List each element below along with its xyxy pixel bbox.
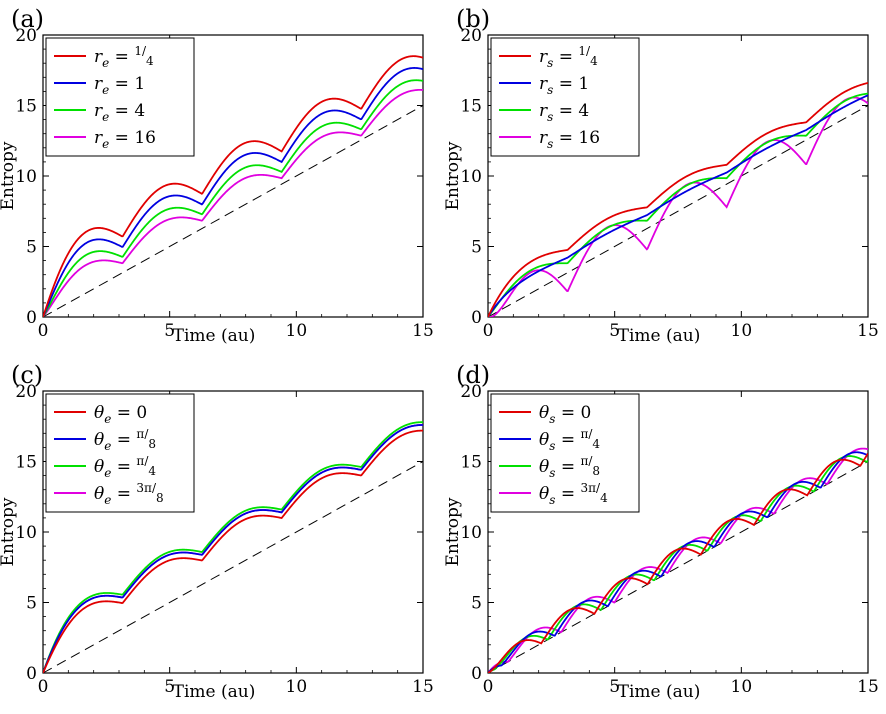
legend-label: θs = 0	[539, 403, 591, 426]
x-tick-label: 10	[286, 321, 308, 341]
series-line	[488, 94, 868, 317]
panel-label: (d)	[456, 361, 490, 389]
legend-label: re = 1	[94, 74, 145, 97]
x-axis-label: Time (au)	[618, 326, 701, 346]
y-tick-label: 10	[15, 167, 37, 187]
y-tick-label: 0	[26, 664, 37, 684]
legend-label: θs = π/4	[539, 427, 600, 453]
x-axis-label: Time (au)	[173, 682, 256, 702]
x-tick-label: 5	[609, 677, 620, 697]
y-tick-label: 15	[15, 97, 37, 117]
series-line	[488, 451, 868, 673]
legend-label: θe = 0	[94, 403, 147, 426]
y-tick-label: 5	[471, 594, 482, 614]
legend-label: re = 1/4	[94, 44, 154, 70]
legend-label: θe = 3π/8	[94, 481, 164, 507]
panel-a: 0 5 10 15 0 5 10 15 20 Time (au) Entropy (a) re = 1/…	[0, 5, 434, 346]
y-axis-label: Entropy	[443, 141, 463, 210]
legend-label: θe = π/8	[94, 427, 156, 453]
panel-b: 0 5 10 15 0 5 10 15 20 Time (au) Entropy (b) rs = 1/…	[443, 5, 879, 346]
y-tick-label: 20	[460, 382, 482, 402]
series-line	[488, 92, 868, 317]
series-line	[43, 429, 423, 673]
y-tick-label: 10	[15, 523, 37, 543]
x-tick-label: 0	[483, 321, 494, 341]
y-tick-label: 5	[471, 238, 482, 258]
reference-line	[487, 461, 869, 674]
legend-label: re = 16	[94, 128, 156, 151]
legend-label: rs = 1/4	[539, 44, 598, 70]
y-tick-label: 20	[15, 382, 37, 402]
x-tick-label: 10	[731, 677, 753, 697]
legend-label: re = 4	[94, 101, 145, 124]
y-axis-label: Entropy	[0, 141, 18, 210]
x-axis-label: Time (au)	[618, 682, 701, 702]
y-tick-label: 20	[15, 26, 37, 46]
reference-line	[42, 461, 424, 674]
x-tick-label: 15	[857, 677, 879, 697]
series-line	[43, 88, 423, 317]
legend-label: θs = 3π/4	[539, 481, 608, 507]
y-tick-label: 20	[460, 26, 482, 46]
y-tick-label: 10	[460, 167, 482, 187]
series-line	[43, 67, 423, 317]
y-axis-label: Entropy	[443, 497, 463, 566]
legend-label: θe = π/4	[94, 454, 156, 480]
x-tick-label: 15	[412, 677, 434, 697]
y-axis-label: Entropy	[0, 497, 18, 566]
y-tick-label: 0	[471, 664, 482, 684]
x-tick-label: 10	[286, 677, 308, 697]
reference-line	[42, 105, 424, 318]
x-tick-label: 5	[164, 677, 175, 697]
series-line	[488, 82, 868, 317]
x-tick-label: 0	[483, 677, 494, 697]
legend-label: rs = 1	[539, 74, 589, 97]
y-tick-label: 5	[26, 238, 37, 258]
x-tick-label: 0	[38, 677, 49, 697]
legend-label: rs = 4	[539, 101, 589, 124]
x-tick-label: 5	[609, 321, 620, 341]
series-line	[43, 55, 423, 317]
x-tick-label: 15	[412, 321, 434, 341]
x-tick-label: 10	[731, 321, 753, 341]
panel-label: (a)	[11, 5, 44, 33]
y-tick-label: 10	[460, 523, 482, 543]
y-tick-label: 0	[471, 308, 482, 328]
y-tick-label: 15	[460, 453, 482, 473]
x-axis-label: Time (au)	[173, 326, 256, 346]
series-line	[488, 453, 868, 673]
series-line	[43, 424, 423, 673]
y-tick-label: 15	[15, 453, 37, 473]
panel-label: (c)	[11, 361, 43, 389]
reference-line	[487, 105, 869, 318]
legend-label: θs = π/8	[539, 454, 600, 480]
y-tick-label: 15	[460, 97, 482, 117]
x-tick-label: 0	[38, 321, 49, 341]
series-line	[43, 421, 423, 673]
series-line	[43, 79, 423, 317]
legend-label: rs = 16	[539, 128, 600, 151]
x-tick-label: 5	[164, 321, 175, 341]
y-tick-label: 5	[26, 594, 37, 614]
x-tick-label: 15	[857, 321, 879, 341]
panel-label: (b)	[456, 5, 490, 33]
y-tick-label: 0	[26, 308, 37, 328]
